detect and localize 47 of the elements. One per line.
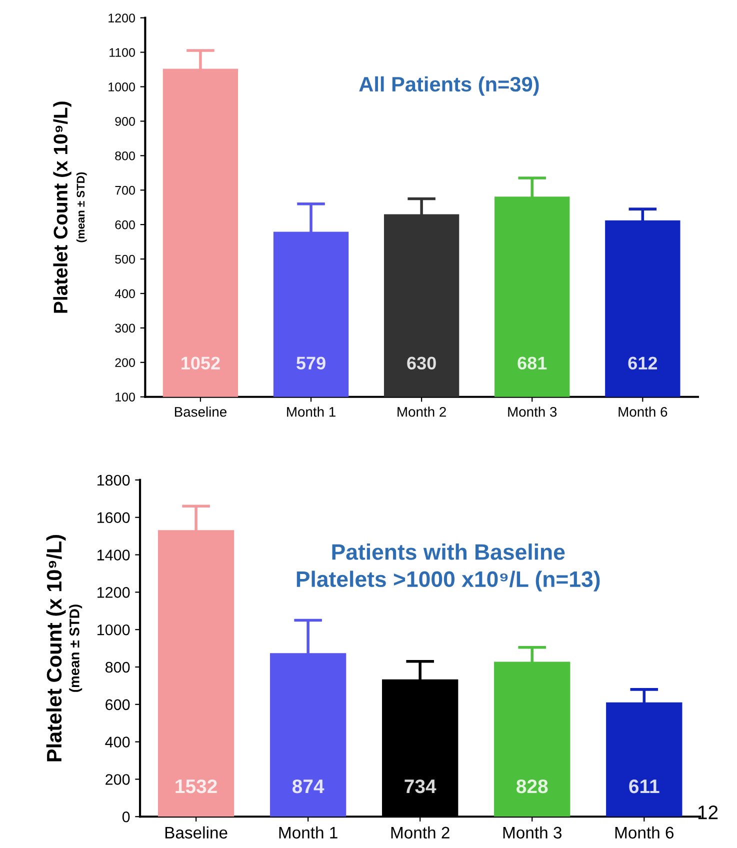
y-tick-label: 600 xyxy=(106,699,130,710)
x-tick-label: Month 1 xyxy=(287,406,336,417)
data-label: 874 xyxy=(292,779,324,794)
data-label: 1052 xyxy=(182,356,220,370)
y-tick-label: 1600 xyxy=(97,512,130,524)
y-tick-label: 200 xyxy=(106,774,130,785)
y-tick-label: 500 xyxy=(115,254,135,264)
y-tick-label: 700 xyxy=(115,186,135,195)
x-tick-label: Month 3 xyxy=(503,826,562,839)
y-tick-label: 1800 xyxy=(97,474,130,486)
y-tick-label: 1100 xyxy=(110,48,135,57)
x-tick-label: Month 3 xyxy=(508,406,557,417)
data-label: 612 xyxy=(628,356,658,370)
y-tick-label: 200 xyxy=(115,358,135,368)
y-tick-label: 1400 xyxy=(97,550,130,560)
y-tick-label: 800 xyxy=(105,662,130,673)
y-tick-label: 800 xyxy=(115,151,135,160)
y-tick-label: 600 xyxy=(115,220,135,230)
annotation: 12 xyxy=(698,806,718,820)
x-tick-label: Month 6 xyxy=(618,406,668,417)
y-tick-label: 900 xyxy=(115,116,135,126)
data-label: 611 xyxy=(629,779,660,794)
data-label: 1532 xyxy=(176,779,217,794)
data-label: 828 xyxy=(516,779,548,794)
y-tick-label: 0 xyxy=(122,811,130,822)
x-tick-label: Month 2 xyxy=(398,406,446,417)
text: All Patients (n=39) xyxy=(359,76,539,96)
y-tick-label: 1200 xyxy=(108,14,135,22)
y-axis-title: Platelet Count (x 10⁹/L) (mean ± STD) xyxy=(53,102,87,313)
y-tick-label: 1000 xyxy=(97,624,130,636)
y-tick-label: 400 xyxy=(114,289,135,298)
text: Patients with Baseline Platelets >1000 x10⁹/L (n=13) xyxy=(296,544,600,592)
x-tick-label: Baseline xyxy=(165,826,228,839)
data-label: 734 xyxy=(404,779,436,794)
y-axis-title: Platelet Count (x 10⁹/L) (mean ± STD) xyxy=(46,534,82,762)
data-label: 681 xyxy=(518,356,547,370)
data-label: 579 xyxy=(296,356,326,370)
y-tick-label: 400 xyxy=(105,736,130,748)
x-tick-label: Month 6 xyxy=(615,826,674,839)
x-tick-label: Baseline xyxy=(174,406,226,417)
data-label: 630 xyxy=(407,356,436,370)
y-tick-label: 100 xyxy=(116,392,135,402)
x-tick-label: Month 2 xyxy=(391,826,450,839)
y-tick-label: 1000 xyxy=(108,82,135,92)
y-tick-label: 1200 xyxy=(97,587,130,598)
y-tick-label: 300 xyxy=(115,324,135,333)
x-tick-label: Month 1 xyxy=(279,826,338,839)
